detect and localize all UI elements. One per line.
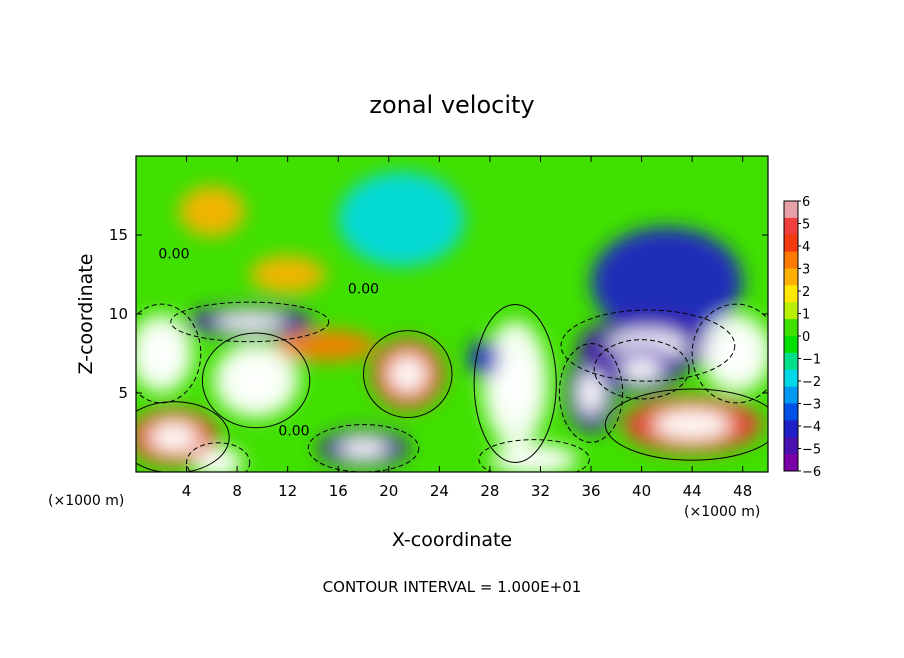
colorbar-segment <box>784 454 798 472</box>
colorbar-tick-label: −6 <box>802 465 821 480</box>
colorbar-tick-label: 1 <box>802 308 810 323</box>
x-tick-label: 36 <box>581 482 600 500</box>
contour-line <box>560 309 736 382</box>
colorbar-segment <box>784 217 798 236</box>
contour-line <box>186 442 251 472</box>
x-tick-label: 28 <box>480 482 499 500</box>
field-feature <box>338 171 465 267</box>
colorbar-tick-label: 3 <box>802 263 810 278</box>
x-tick-label: 8 <box>232 482 242 500</box>
field-feature-core <box>232 359 280 402</box>
field-feature-core <box>653 408 731 441</box>
colorbar: 6 5 4 3 2 1 0 −1 −2 −3 −4 −5 −6 <box>783 195 821 480</box>
colorbar-segment <box>784 268 798 286</box>
contour-line <box>691 303 768 404</box>
x-tick-label: 44 <box>683 482 702 500</box>
contour-line <box>478 439 590 472</box>
y-tick-label: 10 <box>109 305 128 323</box>
colorbar-segment <box>784 319 798 337</box>
contour-line <box>473 304 557 464</box>
colorbar-tick-label: −5 <box>802 443 821 458</box>
field-feature <box>275 329 377 362</box>
x-tick-label: 20 <box>379 482 398 500</box>
colorbar-segment <box>784 234 798 253</box>
contour-line <box>136 401 230 472</box>
colorbar-tick-label: −4 <box>802 420 821 435</box>
field-feature-core <box>577 371 605 415</box>
field-feature-core <box>215 313 285 331</box>
colorbar-segment <box>784 201 798 219</box>
x-tick-label: 4 <box>182 482 192 500</box>
field-feature-core <box>339 437 388 459</box>
colorbar-segment <box>784 386 798 404</box>
colorbar-segment <box>784 369 798 388</box>
contour-interval-footer: CONTOUR INTERVAL = 1.000E+01 <box>323 578 582 596</box>
contour-line <box>170 301 330 343</box>
field-feature-core <box>716 331 756 376</box>
y-tick-label: 5 <box>118 384 128 402</box>
y-axis-label: Z-coordinate <box>75 254 97 375</box>
contour-label: 0.00 <box>158 247 189 263</box>
field-feature-core <box>620 356 663 383</box>
x-tick-label: 12 <box>278 482 297 500</box>
colorbar-segment <box>784 251 798 269</box>
colorbar-segment <box>784 285 798 303</box>
field-feature-core <box>204 453 233 472</box>
colorbar-tick-label: 0 <box>802 330 810 345</box>
plot-area <box>136 156 768 472</box>
field-feature-core <box>149 421 199 453</box>
colorbar-segment <box>784 336 798 354</box>
x-unit-right: (×1000 m) <box>684 504 760 520</box>
colorbar-tick-label: 4 <box>802 240 810 255</box>
x-tick-label: 48 <box>733 482 752 500</box>
x-axis-label: X-coordinate <box>392 529 512 551</box>
colorbar-tick-label: −3 <box>802 398 821 413</box>
field-feature <box>178 186 245 237</box>
field-feature-core <box>509 450 559 469</box>
field-feature <box>591 227 743 338</box>
x-tick-label: 24 <box>430 482 449 500</box>
contour-label: 0.00 <box>278 424 309 440</box>
colorbar-segment <box>784 352 798 371</box>
colorbar-segment <box>784 437 798 455</box>
colorbar-segment <box>784 420 798 438</box>
chart-title: zonal velocity <box>369 91 534 119</box>
contour-line <box>593 339 690 400</box>
colorbar-tick-label: 5 <box>802 218 810 233</box>
colorbar-segment <box>784 403 798 421</box>
field-feature-core <box>497 348 534 419</box>
contour-label: 0.00 <box>348 281 379 297</box>
field-feature-core <box>388 354 428 394</box>
colorbar-tick-label: −2 <box>802 375 821 390</box>
x-tick-label: 16 <box>329 482 348 500</box>
field-feature <box>249 255 326 294</box>
contour-line <box>201 332 311 429</box>
contour-line <box>558 343 624 443</box>
contour-line <box>136 303 202 404</box>
x-tick-label: 40 <box>632 482 651 500</box>
x-tick-label: 32 <box>531 482 550 500</box>
field-feature <box>468 339 499 378</box>
contour-line <box>604 388 768 461</box>
colorbar-segment <box>784 302 798 320</box>
contour-line <box>363 330 453 418</box>
colorbar-tick-label: 6 <box>802 195 810 210</box>
colorbar-tick-label: 2 <box>802 285 810 300</box>
field-feature-core <box>143 331 179 376</box>
colorbar-tick-label: −1 <box>802 353 821 368</box>
x-unit-left: (×1000 m) <box>48 493 124 509</box>
y-tick-label: 15 <box>109 226 128 244</box>
